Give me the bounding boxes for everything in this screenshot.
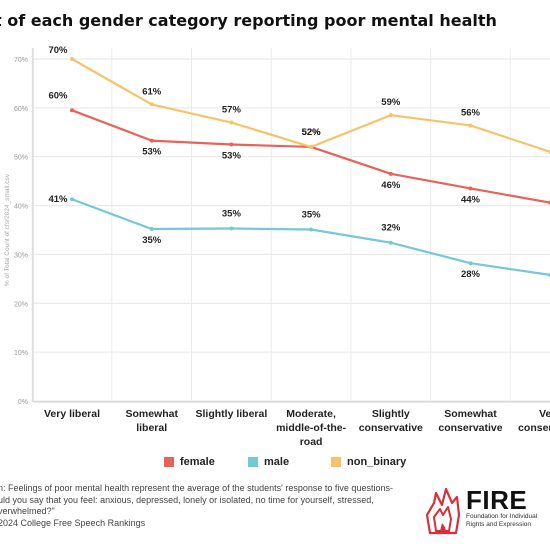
data-label-female: 44% xyxy=(461,194,481,205)
x-tick-label-line: Very liberal xyxy=(44,408,100,420)
data-point-non_binary xyxy=(309,144,314,149)
legend-label: female xyxy=(180,456,215,468)
legend-item-male: male xyxy=(248,456,289,468)
data-point-female xyxy=(229,142,234,147)
y-tick-label: 10% xyxy=(14,350,28,357)
x-tick-label-line: middle-of-the- xyxy=(276,422,346,434)
data-point-male xyxy=(468,261,473,266)
data-label-non_binary: 57% xyxy=(222,105,242,116)
data-label-female: 46% xyxy=(381,180,401,191)
data-point-non_binary xyxy=(70,57,74,61)
data-point-male xyxy=(388,240,393,245)
x-tick-label: Somewhat conservative xyxy=(438,408,502,434)
x-tick-label: Moderate, middle-of-the-road xyxy=(276,408,346,448)
data-point-non_binary xyxy=(229,120,234,125)
data-label-female: 53% xyxy=(142,147,162,158)
data-label-female: 52% xyxy=(302,127,322,138)
data-point-female xyxy=(388,171,393,176)
footnote: n: Feelings of poor mental health repres… xyxy=(0,483,398,529)
y-tick-label: 30% xyxy=(14,252,28,259)
data-point-non_binary xyxy=(468,123,473,128)
fire-logo: FIRE Foundation for Individual Rights an… xyxy=(424,485,550,535)
footnote-line: verwhelmed?" xyxy=(0,506,55,516)
legend-swatch xyxy=(248,457,258,467)
data-label-male: 35% xyxy=(142,235,162,246)
data-point-female xyxy=(468,186,473,191)
x-tick-label-line: Moderate, xyxy=(286,408,336,420)
x-tick-label: Very liberal xyxy=(44,408,100,420)
footnote-line: n: Feelings of poor mental health repres… xyxy=(0,483,393,493)
data-label-female: 60% xyxy=(48,90,68,101)
data-label-non_binary: 70% xyxy=(48,45,68,56)
data-label-male: 41% xyxy=(48,194,68,205)
footnote-line: uld you say that you feel: anxious, depr… xyxy=(0,494,374,505)
x-tick-label: Very conservative xyxy=(518,408,550,434)
y-tick-label: 70% xyxy=(14,57,28,64)
data-label-layer: 60%53%53%52%46%44%41%41%35%35%35%32%28%2… xyxy=(48,45,481,280)
flame-icon xyxy=(425,487,461,535)
grid-layer xyxy=(31,48,550,402)
y-tick-label: 50% xyxy=(14,155,28,162)
data-label-non_binary: 52% xyxy=(302,127,322,138)
x-tick-label-line: Somewhat xyxy=(444,408,497,420)
x-tick-label: Somewhat liberal xyxy=(125,408,178,434)
x-tick-label-line: Slightly xyxy=(372,408,410,420)
logo-name: FIRE xyxy=(466,485,528,515)
data-point-male xyxy=(149,227,154,232)
data-label-non_binary: 56% xyxy=(461,107,481,118)
logo-tagline: Foundation for Individual Rights and Exp… xyxy=(466,513,538,528)
x-tick-label-line: conservative xyxy=(518,422,550,434)
legend-item-non_binary: non_binary xyxy=(331,456,406,468)
y-axis-title: % of Total Count of cfsr2024_small.csv xyxy=(4,173,11,286)
data-label-non_binary: 61% xyxy=(142,86,162,97)
x-tick-label-line: conservative xyxy=(359,422,423,434)
data-point-male xyxy=(309,227,314,232)
y-tick-label: 60% xyxy=(14,106,28,113)
data-point-non_binary xyxy=(149,102,154,107)
legend-swatch xyxy=(331,457,341,467)
data-point-non_binary xyxy=(388,113,393,118)
y-tick-label: 0% xyxy=(18,399,28,406)
data-point-male xyxy=(70,197,74,202)
legend-label: male xyxy=(264,456,290,468)
data-label-male: 32% xyxy=(381,223,401,234)
legend-swatch xyxy=(164,457,174,467)
legend-label: non_binary xyxy=(347,456,407,468)
y-tick-label: 20% xyxy=(14,301,28,308)
data-point-female xyxy=(70,108,74,113)
x-tick-label-line: Somewhat xyxy=(125,408,178,420)
data-label-female: 53% xyxy=(222,151,242,162)
data-point-male xyxy=(229,226,234,231)
x-tick-label-line: road xyxy=(300,436,323,448)
y-tick-label: 40% xyxy=(14,204,28,211)
x-tick-label: Slightly conservative xyxy=(359,408,423,434)
data-label-male: 35% xyxy=(222,209,242,220)
data-label-non_binary: 59% xyxy=(381,97,401,108)
chart-title: t of each gender category reporting poor… xyxy=(0,11,497,30)
legend: female male non_binary xyxy=(0,456,550,474)
x-tick-label-line: Slightly liberal xyxy=(196,408,268,420)
data-label-male: 28% xyxy=(461,269,481,280)
footnote-line: 2024 College Free Speech Rankings xyxy=(0,517,146,528)
x-tick-label-line: Very xyxy=(539,408,550,420)
x-tick-label-line: conservative xyxy=(438,422,502,434)
series-layer xyxy=(70,57,550,277)
data-label-male: 35% xyxy=(302,210,322,221)
data-point-female xyxy=(149,138,154,143)
legend-item-female: female xyxy=(164,456,215,468)
axis-layer: 0% 10% 20% 30% 40% 50% 60% 70% % of Total Count … xyxy=(4,48,550,448)
x-tick-label: Slightly liberal xyxy=(196,408,268,420)
x-tick-label-line: liberal xyxy=(136,422,167,434)
